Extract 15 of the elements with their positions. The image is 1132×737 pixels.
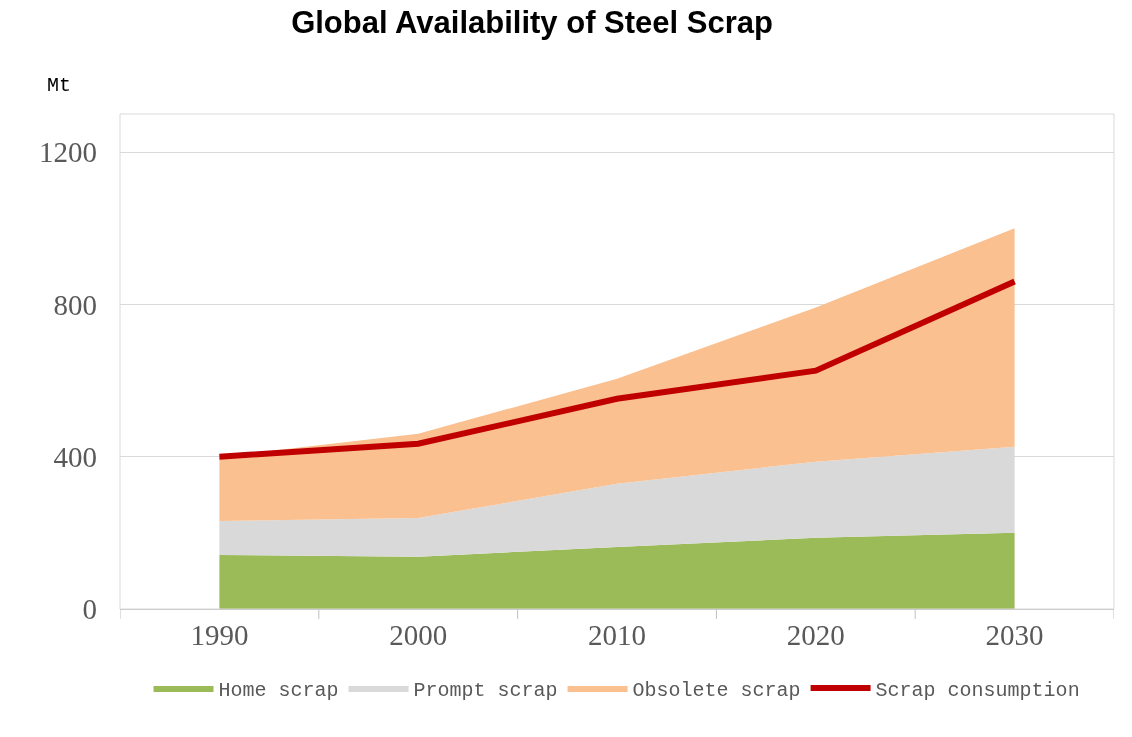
legend-label: Home scrap [218,678,339,702]
x-tick-label: 2000 [389,618,448,651]
chart-title: Global Availability of Steel Scrap [291,4,773,40]
x-tick-label: 1990 [190,618,249,651]
x-tick-label: 2020 [786,618,845,651]
legend-label: Obsolete scrap [632,678,801,702]
y-tick-label: 400 [53,440,97,473]
y-tick-label: 800 [53,288,97,321]
y-tick-label: 1200 [39,136,97,169]
legend-label: Prompt scrap [413,678,558,702]
y-axis-title: Mt [47,74,72,97]
legend-label: Scrap consumption [875,678,1080,702]
x-tick-label: 2030 [985,618,1044,651]
y-tick-label: 0 [82,593,97,626]
x-tick-label: 2010 [588,618,646,651]
